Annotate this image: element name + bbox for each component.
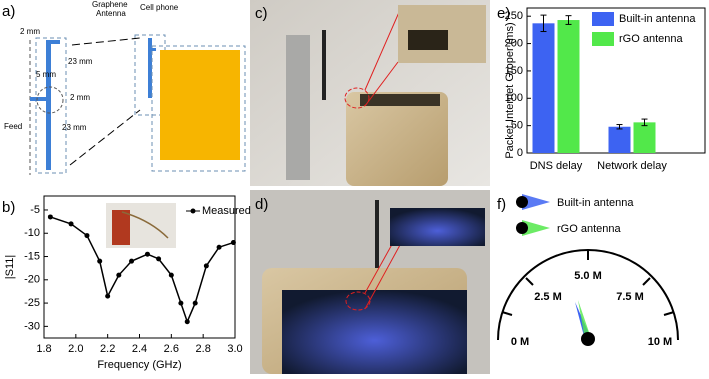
y-tick-label: 200 bbox=[505, 37, 523, 49]
y-axis-label: Packet Internet Groper (ms) bbox=[504, 22, 516, 158]
legend-label: Measured bbox=[202, 205, 251, 217]
y-tick-label: -10 bbox=[24, 227, 40, 239]
panel-label: b) bbox=[2, 199, 15, 216]
gauge-label: 2.5 M bbox=[534, 291, 562, 303]
dimension-label: 23 mm bbox=[68, 57, 93, 66]
x-tick-label: 2.8 bbox=[196, 343, 211, 355]
x-tick-label: 2.4 bbox=[132, 343, 147, 355]
marker bbox=[178, 300, 184, 306]
marker bbox=[47, 214, 53, 220]
legend-label: rGO antenna bbox=[557, 223, 621, 235]
y-tick-label: -15 bbox=[24, 250, 40, 262]
marker bbox=[116, 272, 122, 278]
panel-a-diagram bbox=[29, 34, 246, 175]
x-tick-label: 1.8 bbox=[36, 343, 51, 355]
marker bbox=[84, 233, 90, 239]
panel-label: a) bbox=[2, 3, 15, 20]
marker bbox=[97, 258, 103, 264]
gauge-label: 5.0 M bbox=[574, 270, 602, 282]
dimension-label: 2 mm bbox=[20, 27, 40, 36]
bar bbox=[633, 122, 656, 153]
antenna-label: Graphene bbox=[92, 0, 128, 9]
photo-inset bbox=[106, 203, 176, 248]
legend-label: Built-in antenna bbox=[557, 197, 634, 209]
gauge-label: 0 M bbox=[511, 336, 529, 348]
marker bbox=[168, 272, 174, 278]
marker bbox=[216, 244, 222, 250]
photo-d bbox=[250, 190, 490, 374]
y-tick-label: 50 bbox=[511, 120, 523, 132]
antenna-label: Antenna bbox=[96, 9, 126, 18]
y-tick-label: -5 bbox=[30, 204, 40, 216]
marker bbox=[68, 221, 74, 227]
x-tick-label: 2.2 bbox=[100, 343, 115, 355]
y-axis-label: |S11| bbox=[4, 255, 16, 279]
y-tick-label: 100 bbox=[505, 92, 523, 104]
legend-marker bbox=[190, 208, 196, 214]
marker bbox=[129, 258, 135, 264]
phone-label: Cell phone bbox=[140, 3, 179, 12]
x-tick-label: 2.0 bbox=[68, 343, 83, 355]
x-tick-label: Network delay bbox=[597, 160, 667, 172]
bar bbox=[608, 126, 631, 153]
gauge bbox=[497, 194, 679, 346]
dimension-label: 5 mm bbox=[36, 70, 56, 79]
dimension-label: 2 mm bbox=[70, 93, 90, 102]
x-axis-label: Frequency (GHz) bbox=[97, 359, 181, 371]
panel-label: f) bbox=[497, 196, 506, 213]
bar bbox=[557, 20, 580, 153]
legend-label: Built-in antenna bbox=[619, 13, 696, 25]
y-tick-label: -30 bbox=[24, 320, 40, 332]
y-tick-label: 150 bbox=[505, 65, 523, 77]
y-tick-label: -25 bbox=[24, 297, 40, 309]
x-tick-label: 3.0 bbox=[227, 343, 242, 355]
x-tick-label: 2.6 bbox=[164, 343, 179, 355]
y-tick-label: 0 bbox=[517, 147, 523, 159]
line bbox=[50, 216, 234, 324]
marker bbox=[144, 251, 150, 257]
y-tick-label: -20 bbox=[24, 274, 40, 286]
marker bbox=[184, 319, 190, 325]
marker bbox=[230, 240, 236, 246]
legend-label: rGO antenna bbox=[619, 33, 683, 45]
marker bbox=[105, 293, 111, 299]
dimension-label: 23 mm bbox=[62, 123, 87, 132]
panel-label: e) bbox=[497, 5, 510, 22]
marker bbox=[156, 256, 162, 262]
y-tick-label: 250 bbox=[505, 10, 523, 22]
legend-swatch bbox=[592, 12, 614, 26]
gauge-label: 7.5 M bbox=[616, 291, 644, 303]
panel-label: c) bbox=[255, 5, 268, 22]
marker bbox=[192, 300, 198, 306]
x-tick-label: DNS delay bbox=[530, 160, 583, 172]
legend-swatch bbox=[592, 32, 614, 46]
marker bbox=[203, 263, 209, 269]
gauge-label: 10 M bbox=[648, 336, 672, 348]
dimension-label: Feed bbox=[4, 122, 22, 131]
panel-label: d) bbox=[255, 196, 268, 213]
photo-c bbox=[250, 0, 490, 186]
bar bbox=[532, 23, 555, 153]
